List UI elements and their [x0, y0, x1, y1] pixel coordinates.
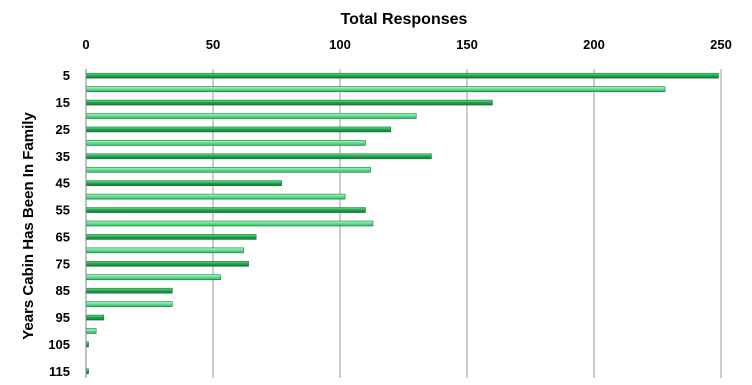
x-tick-label: 0	[82, 37, 89, 52]
bar	[85, 180, 282, 186]
chart-title: Total Responses	[341, 11, 468, 28]
bar	[85, 140, 366, 146]
bar	[85, 72, 719, 79]
gridlines	[212, 69, 722, 378]
x-tick-label: 250	[710, 37, 732, 52]
bar	[85, 328, 97, 334]
bar	[85, 193, 346, 200]
bar	[85, 261, 249, 267]
bar	[85, 247, 244, 254]
x-tick-label: 50	[206, 37, 220, 52]
y-tick-label: 75	[56, 256, 70, 271]
bar	[85, 153, 432, 160]
y-tick-label: 65	[56, 229, 70, 244]
x-tick-label: 200	[583, 37, 605, 52]
y-tick-label: 95	[56, 310, 70, 325]
x-tick-label: 100	[329, 37, 351, 52]
bar	[85, 166, 371, 173]
bar	[85, 234, 257, 240]
bar	[85, 99, 493, 106]
x-tick-labels: 0 50 100 150 200 250	[82, 37, 731, 52]
bar	[85, 301, 173, 307]
y-tick-label: 15	[56, 95, 70, 110]
bar	[85, 314, 105, 321]
bar	[85, 126, 392, 133]
y-axis-title: Years Cabin Has Been In Family	[20, 112, 37, 340]
bar	[85, 86, 666, 92]
y-tick-labels: 5 15 25 35 45 55 65 75 85 95 105 115	[48, 68, 70, 379]
y-tick-label: 55	[56, 203, 70, 218]
y-tick-label: 85	[56, 283, 70, 298]
y-tick-label: 45	[56, 176, 70, 191]
bar	[85, 274, 221, 281]
x-tick-label: 150	[456, 37, 478, 52]
bar	[85, 207, 366, 213]
y-tick-label: 5	[63, 68, 70, 83]
y-tick-label: 25	[56, 122, 70, 137]
bar	[85, 220, 374, 227]
y-tick-label: 115	[49, 364, 70, 379]
bar	[85, 113, 417, 119]
y-tick-label: 35	[56, 149, 70, 164]
bar	[85, 287, 173, 294]
bars	[85, 72, 719, 375]
y-tick-label: 105	[48, 337, 70, 352]
